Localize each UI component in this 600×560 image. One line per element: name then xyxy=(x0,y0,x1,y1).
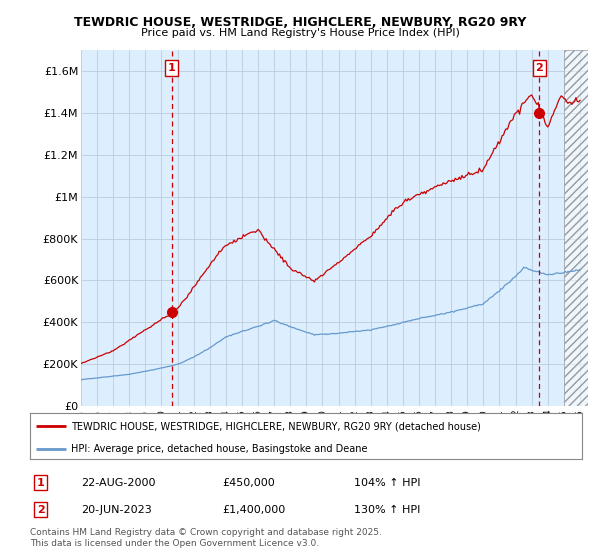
Text: 2: 2 xyxy=(535,63,543,73)
Text: £1,400,000: £1,400,000 xyxy=(222,505,285,515)
Text: £450,000: £450,000 xyxy=(222,478,275,488)
Text: 1: 1 xyxy=(168,63,176,73)
Bar xyxy=(564,50,588,406)
Bar xyxy=(564,50,588,406)
Text: 1: 1 xyxy=(37,478,44,488)
Text: 2: 2 xyxy=(37,505,44,515)
Text: TEWDRIC HOUSE, WESTRIDGE, HIGHCLERE, NEWBURY, RG20 9RY: TEWDRIC HOUSE, WESTRIDGE, HIGHCLERE, NEW… xyxy=(74,16,526,29)
Text: Contains HM Land Registry data © Crown copyright and database right 2025.
This d: Contains HM Land Registry data © Crown c… xyxy=(30,528,382,548)
Text: Price paid vs. HM Land Registry's House Price Index (HPI): Price paid vs. HM Land Registry's House … xyxy=(140,28,460,38)
Text: 20-JUN-2023: 20-JUN-2023 xyxy=(81,505,152,515)
Text: HPI: Average price, detached house, Basingstoke and Deane: HPI: Average price, detached house, Basi… xyxy=(71,444,368,454)
Text: TEWDRIC HOUSE, WESTRIDGE, HIGHCLERE, NEWBURY, RG20 9RY (detached house): TEWDRIC HOUSE, WESTRIDGE, HIGHCLERE, NEW… xyxy=(71,421,481,431)
Text: 130% ↑ HPI: 130% ↑ HPI xyxy=(354,505,421,515)
Text: 104% ↑ HPI: 104% ↑ HPI xyxy=(354,478,421,488)
Text: 22-AUG-2000: 22-AUG-2000 xyxy=(81,478,155,488)
